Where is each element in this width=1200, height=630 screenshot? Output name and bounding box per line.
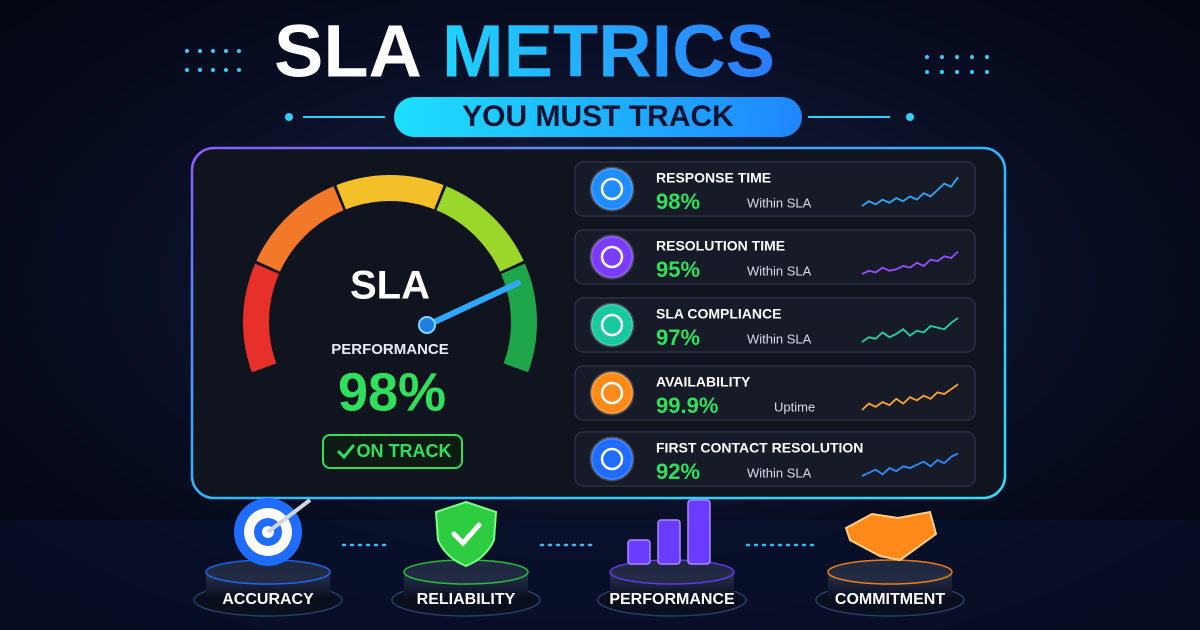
metric-icon	[589, 234, 635, 280]
metric-note: Within SLA	[747, 331, 812, 346]
icon-bar	[687, 499, 711, 565]
metric-icon	[589, 436, 635, 482]
metric-sparkline	[861, 452, 959, 477]
icon-shield	[434, 500, 498, 568]
metric-name: RESPONSE TIME	[656, 170, 771, 186]
metric-sparkline	[861, 176, 959, 207]
metric-icon-glyph	[600, 447, 624, 471]
icon-handshake	[844, 510, 938, 562]
metric-card	[574, 161, 976, 217]
metric-sparkline	[861, 250, 959, 275]
metric-note: Uptime	[774, 399, 815, 414]
gauge-segment	[436, 186, 524, 272]
icon-bar	[657, 519, 681, 565]
metric-icon	[589, 370, 635, 416]
pillar-label: COMMITMENT	[835, 591, 945, 608]
gauge-segment	[256, 186, 344, 272]
decor-dots	[185, 49, 989, 121]
gauge-caption: PERFORMANCE	[331, 341, 449, 358]
metric-card	[574, 431, 976, 487]
metric-icon	[589, 302, 635, 348]
metric-value: 97%	[656, 325, 700, 350]
metric-name: RESOLUTION TIME	[656, 238, 785, 254]
gauge	[243, 175, 537, 373]
icon-check	[451, 522, 482, 547]
metric-icon	[589, 166, 635, 212]
metric-value: 95%	[656, 257, 700, 282]
gauge-label: SLA	[350, 264, 430, 308]
pedestal-top	[827, 559, 953, 585]
metric-icon-glyph	[600, 381, 624, 405]
metric-value: 99.9%	[656, 393, 718, 418]
metric-icon-glyph	[600, 177, 624, 201]
metric-icon-glyph	[600, 313, 624, 337]
metric-name: SLA COMPLIANCE	[656, 306, 781, 322]
metric-card	[574, 229, 976, 285]
title-accent: METRICS	[442, 10, 775, 93]
metric-value: 98%	[656, 189, 700, 214]
gauge-value: 98%	[338, 362, 446, 422]
pillar-label: RELIABILITY	[417, 591, 516, 608]
icon-bar	[627, 539, 651, 565]
metric-value: 92%	[656, 459, 700, 484]
metric-sparkline	[861, 383, 959, 411]
metric-icon-glyph	[600, 245, 624, 269]
gauge-segment	[243, 263, 280, 373]
pillar-list: ACCURACY RELIABILITY PERFORMANCE COMMITMENT	[193, 498, 965, 617]
metric-name: AVAILABILITY	[656, 374, 751, 390]
metric-note: Within SLA	[747, 195, 812, 210]
gauge-segment	[336, 175, 444, 210]
gauge-needle	[427, 280, 521, 327]
metric-note: Within SLA	[747, 465, 812, 480]
pillar-label: PERFORMANCE	[609, 591, 735, 608]
subtitle-pill	[394, 97, 802, 137]
metric-list: RESPONSE TIME 98% Within SLA RESOLUTION TIM…	[574, 161, 976, 487]
floor	[0, 520, 1200, 630]
status-pill	[322, 434, 463, 469]
metric-note: Within SLA	[747, 263, 812, 278]
subtitle: YOU MUST TRACK	[462, 100, 734, 133]
gauge-hub	[418, 316, 436, 334]
metric-name: FIRST CONTACT RESOLUTION	[656, 440, 863, 456]
icon-arrow	[266, 498, 312, 534]
status-text: ON TRACK	[357, 441, 452, 461]
title-main: SLA	[274, 10, 422, 93]
pillar-label: ACCURACY	[222, 591, 314, 608]
gauge-segment	[500, 263, 537, 373]
status-check	[337, 444, 355, 460]
metric-sparkline	[861, 317, 959, 343]
